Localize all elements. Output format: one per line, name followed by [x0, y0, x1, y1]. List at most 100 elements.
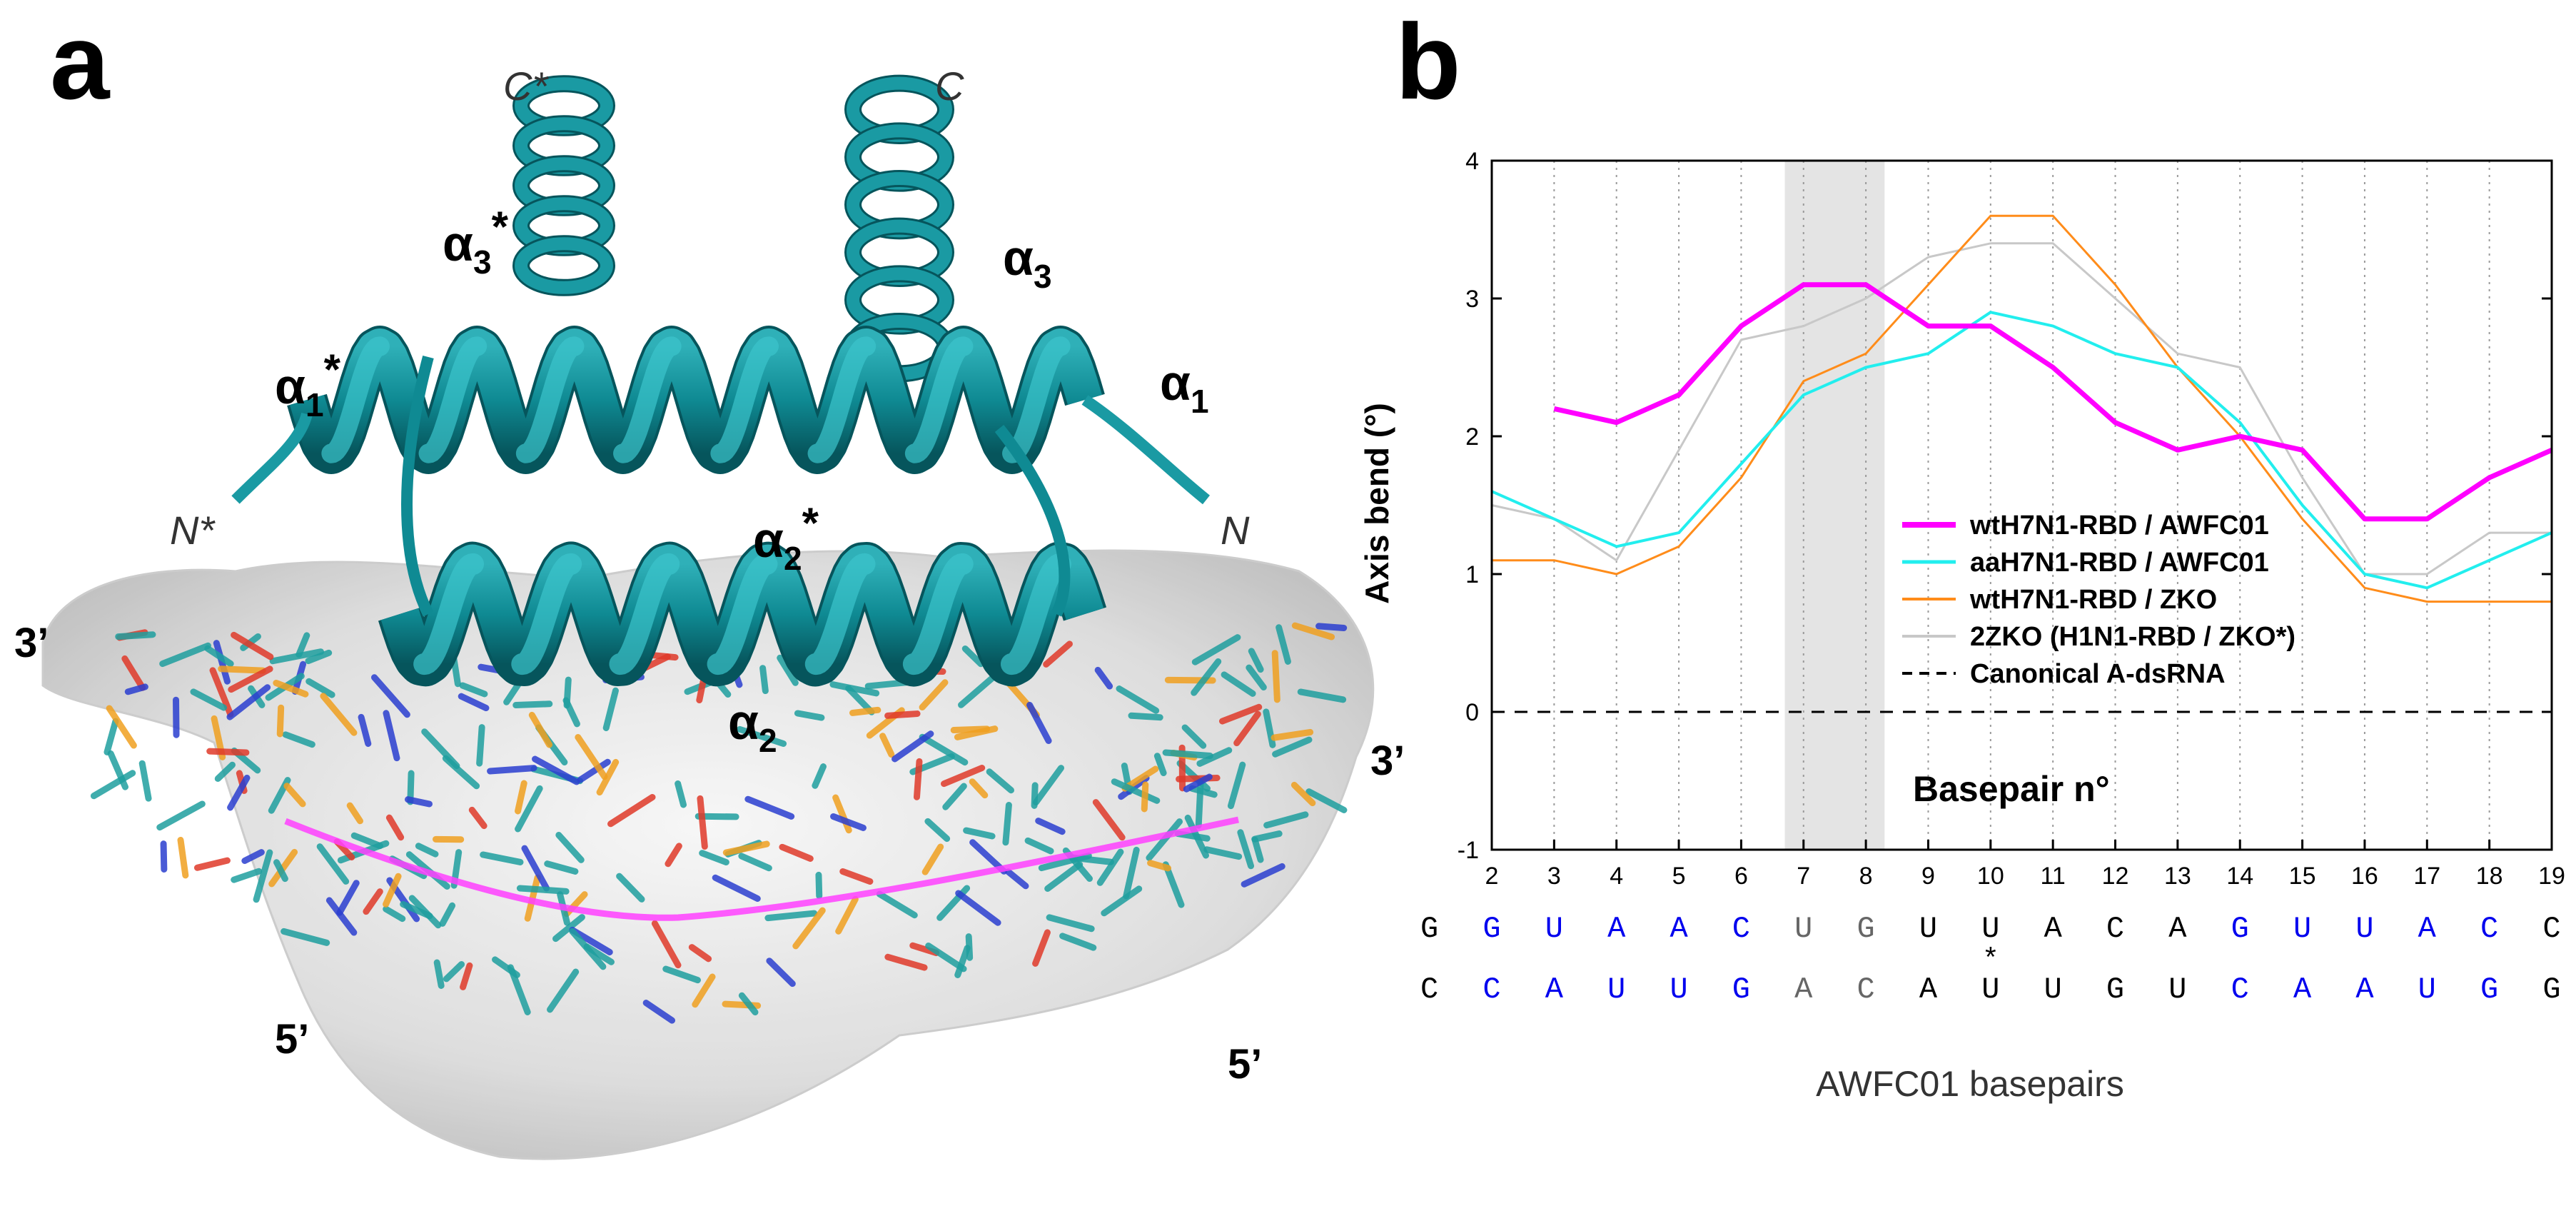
- rna-stick: [385, 814, 405, 841]
- rna-stick: [476, 724, 485, 767]
- x-tick-label: 11: [2041, 863, 2066, 890]
- panel-a-labels: α3* α3 α1* α1 α2* α2 C* C N* N 3’ 3’ 5’ 5’: [14, 64, 1405, 1087]
- base-top: A: [2168, 912, 2187, 946]
- base-top: C: [2106, 912, 2124, 946]
- rna-stick: [273, 679, 309, 698]
- legend-label-0: wtH7N1-RBD / AWFC01: [1969, 511, 2269, 541]
- y-tick-label: 2: [1465, 423, 1479, 451]
- rna-stick: [459, 682, 488, 698]
- rna-stick: [1094, 666, 1113, 690]
- inner-x-label: Basepair n°: [1913, 769, 2110, 809]
- rna-stick: [1128, 712, 1163, 721]
- rna-stick: [1183, 773, 1213, 793]
- rna-stick: [1272, 736, 1313, 758]
- helix-alpha3-star: [512, 75, 615, 296]
- x-tick-label: 9: [1921, 863, 1935, 890]
- rna-stick: [1162, 749, 1213, 760]
- rna-stick: [1026, 701, 1052, 745]
- rna-stick: [942, 783, 967, 810]
- x-tick-label: 7: [1797, 863, 1810, 890]
- x-tick-label: 5: [1672, 863, 1686, 890]
- base-top: U: [2293, 912, 2311, 946]
- x-tick-label: 16: [2351, 863, 2378, 890]
- rna-stick: [121, 655, 146, 691]
- rna-stick: [512, 700, 553, 709]
- base-top: G: [1483, 912, 1500, 946]
- base-bottom: U: [1670, 973, 1687, 1007]
- label-alpha3-star: α3*: [443, 203, 509, 281]
- base-bottom: U: [1607, 973, 1625, 1007]
- rna-stick: [665, 843, 682, 868]
- rna-stick: [193, 857, 231, 871]
- helix-alpha2: [378, 541, 1107, 687]
- rna-stick: [281, 928, 330, 946]
- rna-stick: [1237, 829, 1255, 870]
- rna-stick: [421, 728, 460, 770]
- rna-stick: [876, 890, 918, 919]
- rna-stick: [1123, 846, 1140, 900]
- base-bottom: C: [1420, 973, 1438, 1007]
- rna-stick: [830, 813, 867, 831]
- rna-stick: [276, 704, 285, 738]
- label-n-star: N*: [170, 508, 216, 553]
- rna-stick: [296, 632, 310, 658]
- rna-stick: [370, 674, 410, 718]
- x-tick-label: 10: [1977, 863, 2004, 890]
- base-top: C: [2480, 912, 2498, 946]
- rna-stick: [516, 885, 570, 895]
- rna-stick: [955, 890, 1001, 926]
- rna-stick: [1044, 861, 1084, 892]
- x-tick-label: 18: [2476, 863, 2503, 890]
- rna-stick: [173, 696, 180, 738]
- legend: wtH7N1-RBD / AWFC01 aaH7N1-RBD / AWFC01 wt…: [1902, 511, 2295, 689]
- rna-stick: [156, 800, 206, 831]
- rna-stick: [764, 910, 818, 922]
- rna-stick: [460, 962, 473, 990]
- rna-stick: [1251, 836, 1264, 863]
- chart-series: [1491, 214, 2553, 713]
- rna-stick: [1096, 848, 1124, 886]
- x-tick-label: 15: [2289, 863, 2316, 890]
- base-top: U: [1919, 912, 1937, 946]
- rna-stick: [794, 710, 825, 721]
- rna-stick: [1035, 818, 1066, 835]
- base-bottom: A: [2293, 973, 2312, 1007]
- rna-stick: [521, 845, 550, 892]
- rna-stick: [986, 768, 1015, 794]
- rna-stick: [849, 706, 882, 716]
- rna-stick: [458, 693, 490, 712]
- rna-stick: [697, 795, 708, 850]
- rna-stick: [1184, 814, 1209, 859]
- n-star-tail: [231, 412, 313, 504]
- series-line-1: [1491, 311, 2552, 590]
- rna-stick: [1141, 781, 1149, 813]
- label-5prime-right: 5’: [1228, 1041, 1262, 1087]
- rna-stick: [1024, 837, 1054, 855]
- rna-stick: [738, 853, 772, 872]
- rna-stick: [969, 778, 989, 799]
- rna-stick: [1221, 671, 1256, 697]
- rna-stick: [919, 679, 949, 711]
- base-top: G: [1857, 912, 1875, 946]
- rna-stick: [736, 725, 787, 748]
- rna-stick: [744, 795, 795, 820]
- base-bottom: A: [1794, 973, 1813, 1007]
- rna-stick: [363, 888, 383, 915]
- rna-stick: [190, 688, 228, 711]
- x-tick-label: 3: [1547, 863, 1561, 890]
- rna-stick: [213, 640, 231, 685]
- legend-label-3: 2ZKO (H1N1-RBD / ZKO*): [1970, 622, 2295, 652]
- rna-stick: [1248, 648, 1264, 673]
- x-tick-label: 6: [1734, 863, 1748, 890]
- rna-stick: [575, 734, 608, 780]
- base-top: C: [1732, 912, 1750, 946]
- panel-a-letter: a: [50, 1, 111, 121]
- x-tick-label: 17: [2413, 863, 2440, 890]
- rna-stick: [90, 770, 136, 800]
- rna-stick: [1227, 761, 1246, 810]
- rna-stick: [1290, 781, 1316, 807]
- rna-stick: [214, 761, 236, 783]
- rna-stick: [555, 831, 585, 863]
